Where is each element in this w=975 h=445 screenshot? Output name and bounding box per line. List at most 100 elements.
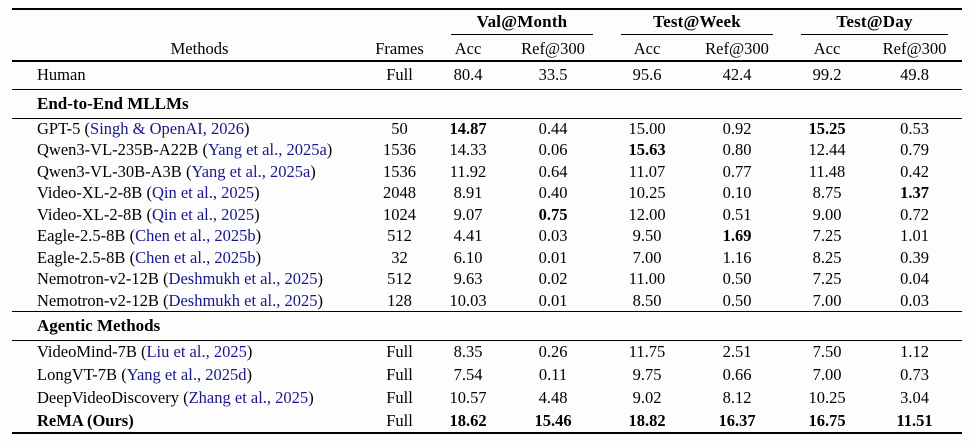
citation-link[interactable]: Liu et al., 2025 <box>146 342 247 362</box>
method-name: GPT-5 <box>37 119 81 138</box>
frames-value: Full <box>362 61 437 90</box>
metric-value: 0.77 <box>722 161 752 181</box>
method-name-cell: Qwen3-VL-30B-A3B (Yang et al., 2025a) <box>37 161 316 181</box>
metric-value: 16.75 <box>808 410 846 430</box>
citation-link[interactable]: Singh & OpenAI, 2026 <box>90 119 245 138</box>
method-name: VideoMind-7B <box>37 342 137 362</box>
citation-link[interactable]: Qin et al., 2025 <box>151 204 255 224</box>
method-name: DeepVideoDiscovery <box>37 388 179 407</box>
metric-value: 8.50 <box>607 290 688 312</box>
metric-value: 8.35 <box>453 342 483 362</box>
method-name: Human <box>37 65 86 85</box>
section-header-row: Agentic Methods <box>12 311 963 341</box>
metric-value: 0.75 <box>538 204 568 224</box>
method-name-cell: GPT-5 (Singh & OpenAI, 2026) <box>37 119 250 138</box>
metric-value: 0.50 <box>722 269 752 289</box>
metric-value: 0.42 <box>900 161 929 181</box>
col-header-val-ref300: Ref@300 <box>499 37 608 62</box>
method-name-cell: Video-XL-2-8B (Qin et al., 2025) <box>37 183 260 203</box>
col-group-test-week-label: Test@Week <box>621 12 774 35</box>
col-header-val-acc: Acc <box>437 37 499 62</box>
citation-link[interactable]: Yang et al., 2025a <box>207 140 327 160</box>
method-name-cell: Nemotron-v2-12B (Deshmukh et al., 2025) <box>37 269 323 289</box>
citation-link[interactable]: Zhang et al., 2025 <box>188 388 309 407</box>
metric-value: 0.66 <box>722 365 752 384</box>
column-header-row: Methods Frames Acc Ref@300 Acc Ref@300 A… <box>12 37 963 62</box>
frames-value: 128 <box>362 290 437 312</box>
table-row: GPT-5 (Singh & OpenAI, 2026) 50 14.87 0.44 1… <box>12 118 962 140</box>
metric-value: 0.03 <box>538 226 568 246</box>
metric-value: 0.44 <box>538 119 568 138</box>
table-row: Human Full 80.4 33.5 95.6 42.4 99.2 49.8 <box>12 61 963 90</box>
citation-link[interactable]: Yang et al., 2025a <box>191 161 311 181</box>
metric-value: 95.6 <box>607 61 688 90</box>
col-group-val-month-label: Val@Month <box>451 12 594 35</box>
metric-value: 9.50 <box>632 226 662 246</box>
table-row: Qwen3-VL-235B-A22B (Yang et al., 2025a) 1… <box>12 140 962 162</box>
frames-value: Full <box>386 410 413 430</box>
method-name: Video-XL-2-8B <box>37 204 143 224</box>
metric-value: 11.75 <box>628 342 666 362</box>
method-name: Qwen3-VL-30B-A3B <box>37 161 182 181</box>
citation-link[interactable]: Deshmukh et al., 2025 <box>168 290 318 310</box>
col-header-day-acc: Acc <box>787 37 868 62</box>
metric-value: 0.53 <box>900 119 929 138</box>
table-row: Video-XL-2-8B (Qin et al., 2025) 1024 9.07… <box>12 204 962 226</box>
citation-link[interactable]: Chen et al., 2025b <box>135 226 256 246</box>
citation-link[interactable]: Deshmukh et al., 2025 <box>168 269 318 289</box>
metric-value: 49.8 <box>867 61 963 90</box>
metric-value: 0.10 <box>722 183 752 203</box>
table-row: Video-XL-2-8B (Qin et al., 2025) 2048 8.91… <box>12 183 962 205</box>
metric-value: 2.51 <box>722 342 752 362</box>
metric-value: 11.48 <box>808 161 846 181</box>
metric-value: 4.48 <box>538 388 568 407</box>
metric-value: 0.39 <box>900 247 929 267</box>
metric-value: 11.07 <box>628 161 666 181</box>
metric-value: 10.25 <box>808 388 846 407</box>
col-group-test-day-label: Test@Day <box>801 12 949 35</box>
results-table: Val@Month Test@Week Test@Day Methods Fra… <box>12 8 963 434</box>
metric-value: 18.82 <box>628 410 666 430</box>
metric-value: 10.25 <box>628 183 666 203</box>
citation-link[interactable]: Chen et al., 2025b <box>135 247 256 267</box>
col-group-test-day: Test@Day <box>787 9 962 37</box>
metric-value: 99.2 <box>787 61 868 90</box>
metric-value: 11.51 <box>896 410 933 430</box>
metric-value: 0.11 <box>538 365 568 384</box>
metric-value: 15.25 <box>808 119 846 138</box>
frames-value: 512 <box>387 269 412 289</box>
method-name-cell: Human <box>12 61 362 90</box>
metric-value: 9.07 <box>453 204 483 224</box>
metric-value: 0.01 <box>538 247 568 267</box>
metric-value: 1.37 <box>900 183 929 203</box>
metric-value: 9.75 <box>632 365 662 384</box>
frames-value: 512 <box>387 226 412 246</box>
frames-value: 2048 <box>383 183 416 203</box>
table-row: ReMA (Ours) Full 18.62 15.46 18.82 16.37 16.75… <box>12 410 962 433</box>
metric-value: 0.04 <box>900 269 929 289</box>
col-group-val-month: Val@Month <box>437 9 607 37</box>
citation-link[interactable]: Yang et al., 2025d <box>126 365 247 384</box>
citation-link[interactable]: Qin et al., 2025 <box>151 183 255 203</box>
metric-value: 7.50 <box>812 342 842 362</box>
metric-value: 8.25 <box>812 247 842 267</box>
metric-value: 0.80 <box>722 140 752 160</box>
metric-value: 42.4 <box>687 61 788 90</box>
method-name: Eagle-2.5-8B <box>37 247 126 267</box>
table-row: Eagle-2.5-8B (Chen et al., 2025b) 32 6.10 0… <box>12 247 962 269</box>
method-name: ReMA (Ours) <box>37 410 134 430</box>
metric-value: 0.51 <box>722 204 752 224</box>
metric-value: 0.64 <box>538 161 568 181</box>
section-header-label: End-to-End MLLMs <box>12 89 963 119</box>
metric-value: 0.92 <box>722 119 752 138</box>
method-name: Nemotron-v2-12B <box>37 290 159 310</box>
method-name-cell: Eagle-2.5-8B (Chen et al., 2025b) <box>37 226 262 246</box>
metric-value: 0.01 <box>499 290 608 312</box>
metric-value: 7.00 <box>632 247 662 267</box>
section-header-row: End-to-End MLLMs <box>12 89 963 119</box>
method-name: LongVT-7B <box>37 365 118 384</box>
col-header-day-ref300: Ref@300 <box>867 37 963 62</box>
metric-value: 8.75 <box>812 183 842 203</box>
metric-value: 15.00 <box>628 119 666 138</box>
metric-value: 9.63 <box>453 269 483 289</box>
